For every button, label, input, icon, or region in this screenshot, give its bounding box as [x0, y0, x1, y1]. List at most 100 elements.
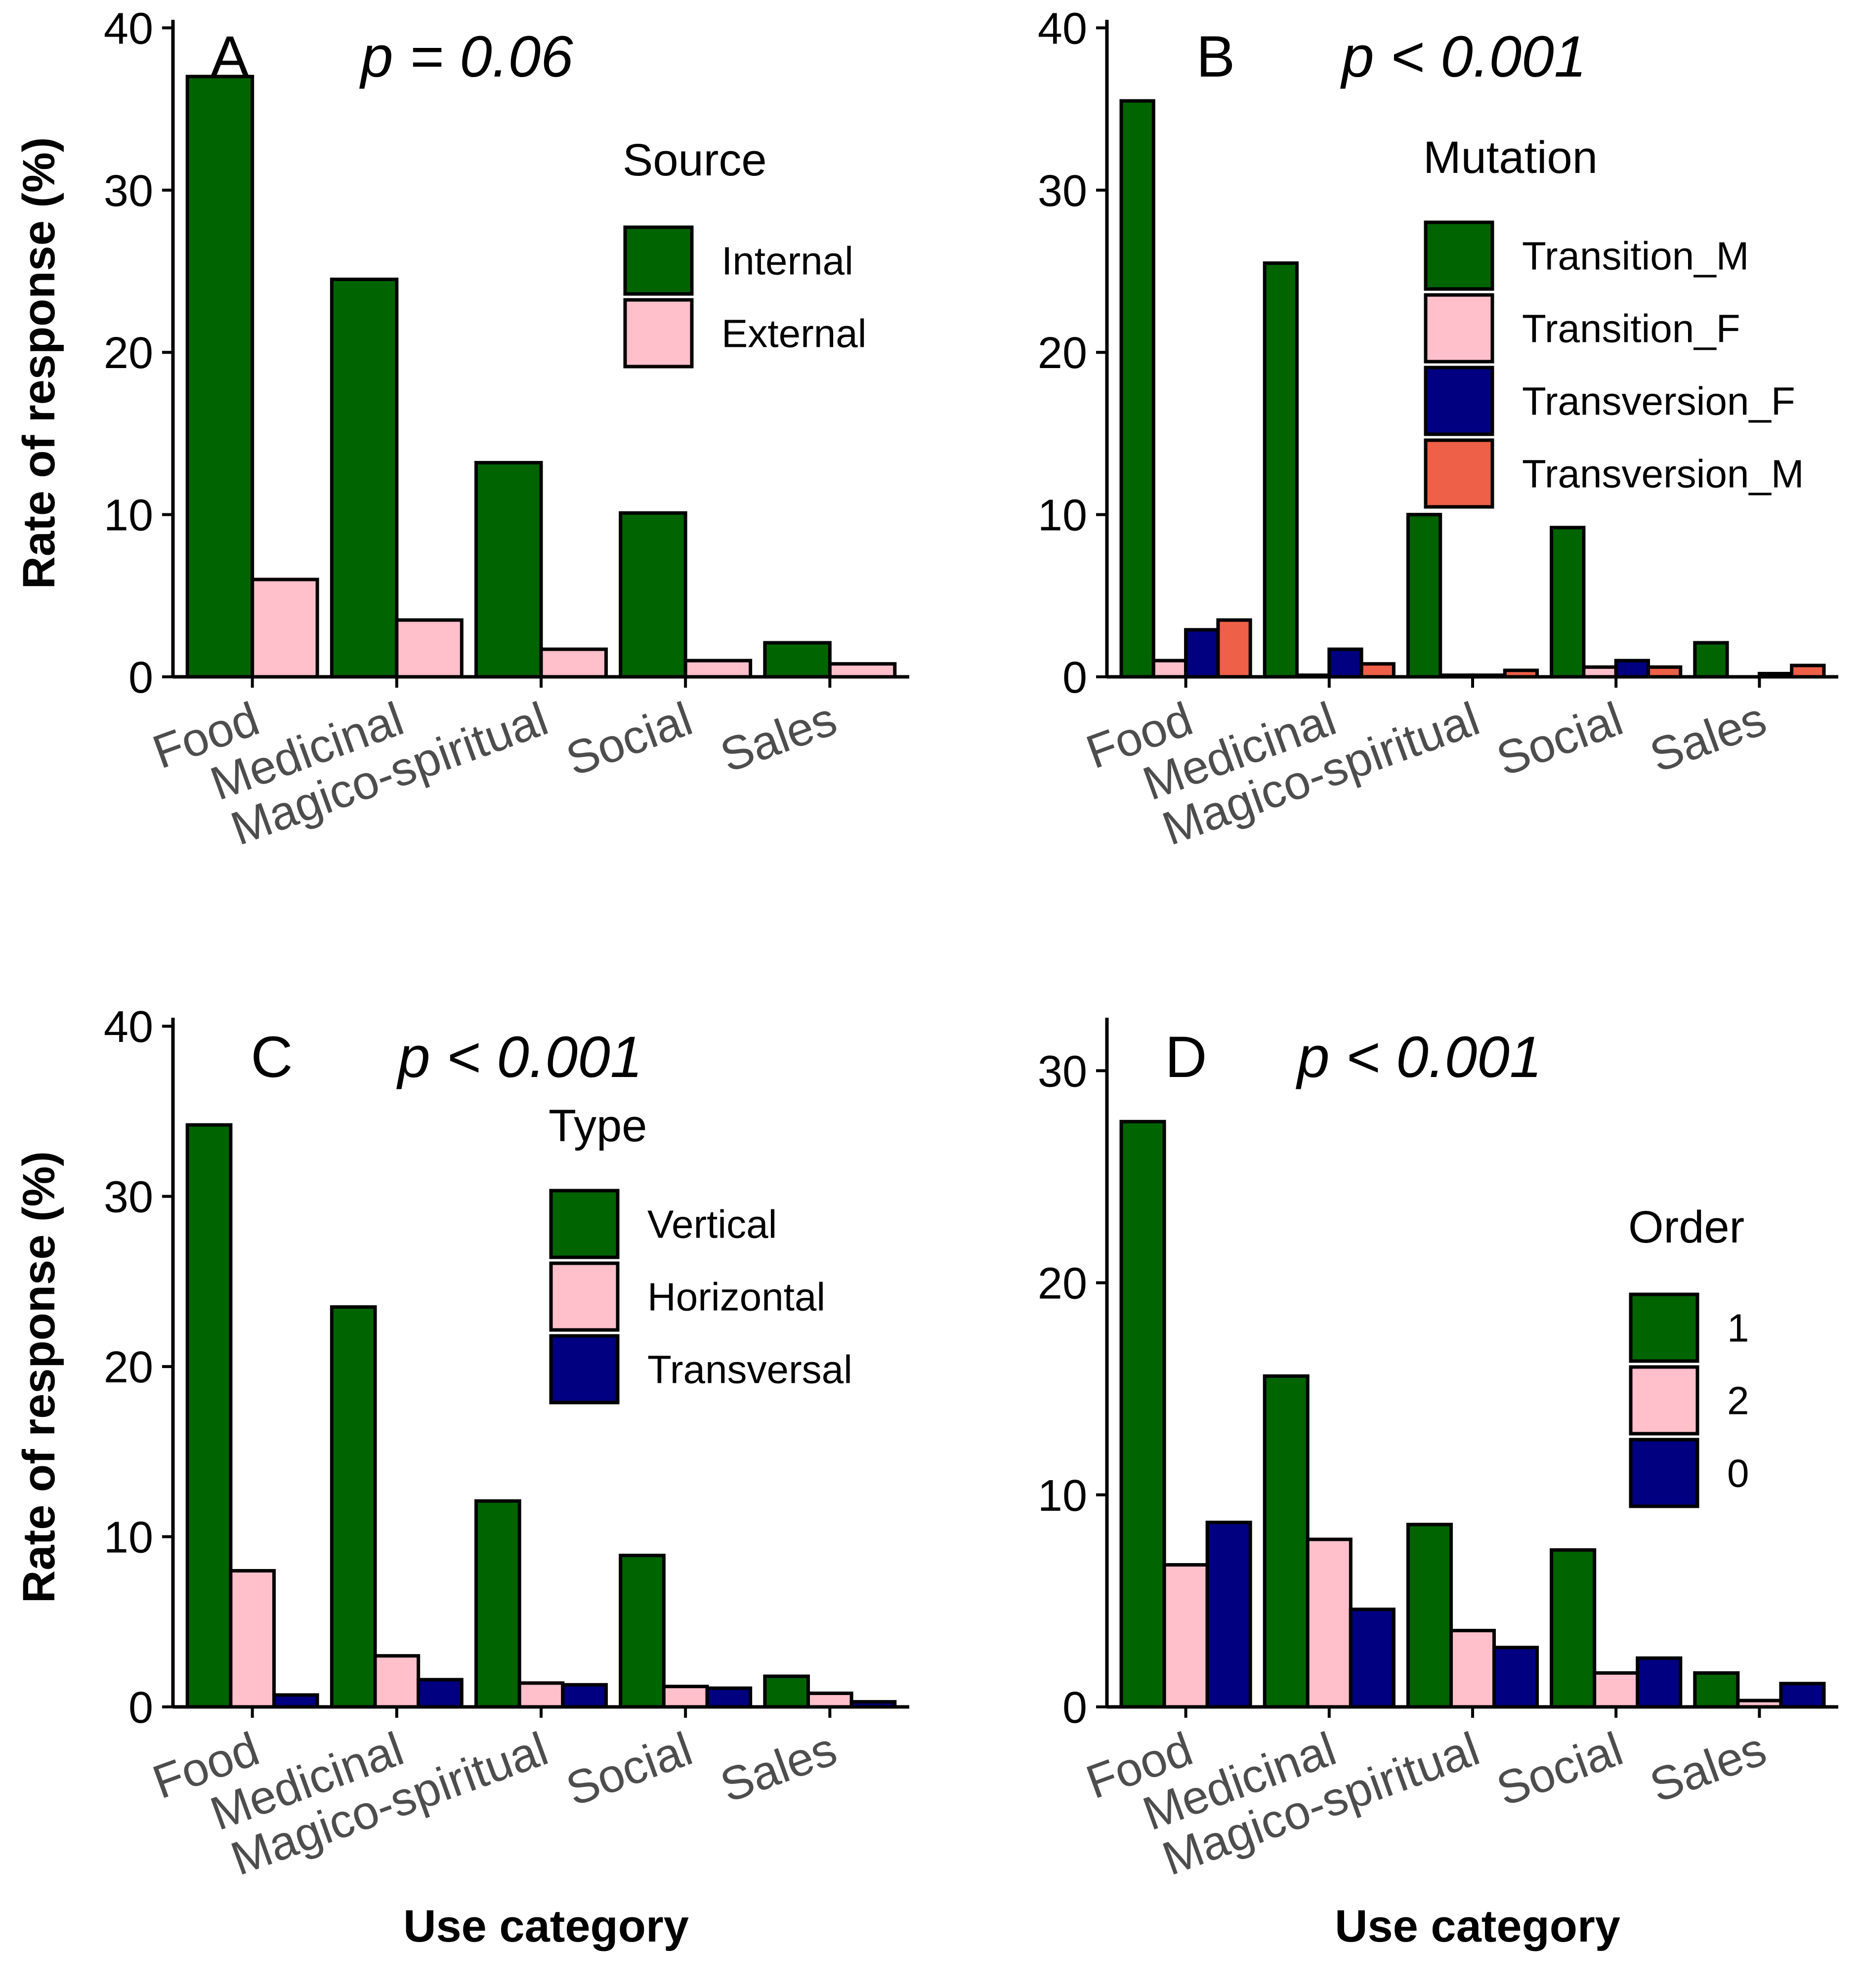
- bar-social-1: [1550, 1548, 1597, 1709]
- bar-food-transition-m: [1119, 99, 1155, 679]
- bar-sales-transversion-m: [1790, 663, 1826, 679]
- legend-key-internal: [623, 225, 694, 296]
- legend-title: Order: [1628, 1202, 1744, 1252]
- bar-sales-1: [1693, 1671, 1740, 1709]
- legend-label-external: External: [721, 312, 866, 356]
- y-axis-label: Rate of response (%): [14, 137, 64, 589]
- y-tick-label: 10: [1038, 1471, 1087, 1521]
- legend: Order 1 2 0: [1628, 1202, 1749, 1508]
- legend-label-transition-m: Transition_M: [1522, 234, 1749, 278]
- panel-letter: A: [211, 24, 250, 89]
- bar-medicinal-transversal: [417, 1678, 464, 1709]
- legend-label-transition-f: Transition_F: [1522, 307, 1740, 351]
- bar-magico-spiritual-vertical: [474, 1499, 521, 1709]
- bar-magico-spiritual-transversion-m: [1503, 668, 1539, 679]
- panel-letter: B: [1196, 24, 1235, 89]
- legend-label-transversion-f: Transversion_F: [1522, 379, 1795, 423]
- legend-key-1: [1629, 1292, 1699, 1363]
- panel-letter: C: [251, 1025, 293, 1090]
- bar-food-transition-f: [1151, 659, 1188, 679]
- x-tick-label-sales: Sales: [1643, 1722, 1773, 1813]
- x-tick-label-sales: Sales: [714, 692, 843, 783]
- y-tick-label: 30: [1038, 1047, 1087, 1096]
- bar-food-transversion-m: [1216, 618, 1252, 679]
- bar-food-0: [1205, 1521, 1252, 1709]
- bar-sales-external: [828, 662, 897, 679]
- y-tick-label: 30: [104, 1173, 153, 1222]
- y-axis-label: Rate of response (%): [14, 1151, 64, 1603]
- bar-social-transition-f: [1582, 665, 1618, 679]
- legend-key-external: [623, 298, 694, 369]
- bar-food-1: [1119, 1119, 1166, 1709]
- x-tick-label-social: Social: [1490, 692, 1629, 786]
- y-tick-label: 40: [104, 4, 153, 53]
- bar-medicinal-vertical: [330, 1305, 377, 1709]
- y-tick-label: 10: [104, 1513, 153, 1563]
- y-tick-label: 10: [1038, 491, 1087, 540]
- bar-medicinal-2: [1306, 1537, 1353, 1709]
- bar-magico-spiritual-2: [1449, 1628, 1496, 1709]
- legend-key-transition-f: [1424, 293, 1494, 364]
- legend: Source Internal External: [623, 135, 866, 369]
- bar-social-transition-m: [1550, 526, 1586, 679]
- bar-food-horizontal: [229, 1569, 276, 1709]
- bar-food-external: [251, 578, 319, 679]
- bar-magico-spiritual-transition-m: [1406, 513, 1442, 679]
- legend-title: Source: [623, 135, 767, 185]
- bar-medicinal-horizontal: [373, 1654, 421, 1709]
- legend-label-transversion-m: Transversion_M: [1522, 452, 1804, 496]
- x-axis-label: Use category: [1335, 1901, 1620, 1951]
- bar-social-horizontal: [662, 1685, 709, 1709]
- legend-key-0: [1629, 1438, 1699, 1508]
- bar-medicinal-transition-f: [1295, 673, 1331, 679]
- p-value-annotation: p < 0.001: [1340, 24, 1586, 89]
- x-axis-label: Use category: [403, 1901, 689, 1951]
- bar-sales-transversal: [849, 1700, 897, 1709]
- bar-medicinal-internal: [330, 277, 399, 679]
- bar-medicinal-transversion-f: [1327, 647, 1363, 679]
- bar-social-transversion-m: [1646, 665, 1683, 679]
- legend: Mutation Transition_M Transition_F Transver…: [1423, 132, 1804, 509]
- bar-sales-horizontal: [806, 1691, 853, 1709]
- legend-key-vertical: [549, 1189, 620, 1259]
- y-tick-label: 30: [1038, 166, 1087, 216]
- legend-key-transition-m: [1424, 220, 1494, 291]
- legend-label-transversal: Transversal: [647, 1348, 852, 1392]
- bar-medicinal-transition-m: [1263, 261, 1299, 679]
- bar-medicinal-external: [395, 618, 464, 679]
- y-tick-label: 20: [1038, 329, 1087, 378]
- x-tick-label-social: Social: [559, 1722, 699, 1816]
- y-tick-label: 20: [1038, 1259, 1087, 1309]
- legend-label-horizontal: Horizontal: [647, 1275, 825, 1319]
- x-tick-label-sales: Sales: [1643, 692, 1773, 783]
- legend-label-internal: Internal: [721, 239, 853, 283]
- bar-social-transversal: [705, 1686, 753, 1709]
- bar-sales-transition-m: [1693, 641, 1729, 679]
- bar-magico-spiritual-0: [1492, 1646, 1539, 1709]
- legend-key-transversion-f: [1424, 366, 1494, 436]
- bar-medicinal-0: [1349, 1608, 1396, 1709]
- bar-food-vertical: [185, 1123, 233, 1709]
- y-tick-label: 40: [1038, 4, 1087, 53]
- y-tick-label: 0: [128, 653, 153, 703]
- bar-magico-spiritual-transversal: [561, 1683, 608, 1709]
- bar-magico-spiritual-transition-f: [1439, 673, 1475, 679]
- y-tick-label: 20: [104, 1343, 153, 1392]
- bar-social-external: [683, 659, 753, 679]
- y-tick-label: 0: [1062, 1683, 1087, 1733]
- legend-title: Mutation: [1423, 132, 1598, 183]
- bar-medicinal-1: [1263, 1374, 1310, 1709]
- bar-magico-spiritual-1: [1406, 1523, 1453, 1709]
- y-tick-label: 0: [1062, 653, 1087, 703]
- y-tick-label: 0: [128, 1683, 153, 1733]
- y-tick-label: 20: [104, 329, 153, 378]
- bar-social-vertical: [619, 1553, 666, 1709]
- bar-sales-transversion-f: [1757, 671, 1794, 679]
- legend-key-horizontal: [549, 1261, 620, 1332]
- bar-sales-internal: [763, 641, 832, 679]
- bar-food-transversion-f: [1184, 628, 1220, 679]
